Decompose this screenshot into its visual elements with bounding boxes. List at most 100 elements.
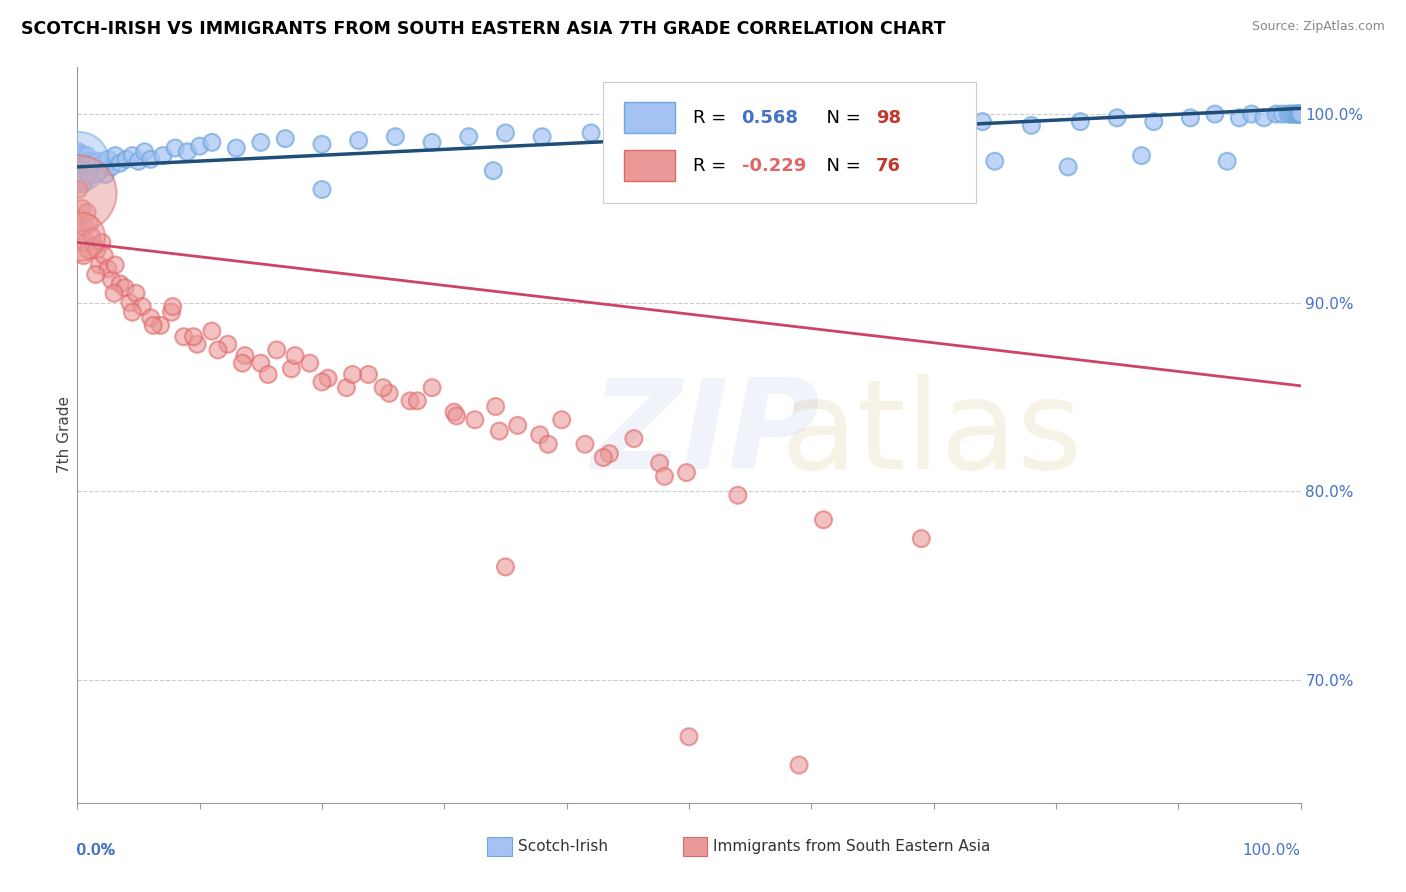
Point [233,349,256,363]
Point [1130,148,1153,162]
Point [70,153,93,167]
Point [67,154,90,169]
Point [250,136,273,150]
Point [529,428,551,442]
Point [727,488,749,502]
Point [89,258,111,272]
Point [142,318,165,333]
Point [592,450,614,465]
Point [495,560,517,574]
Text: 0.568: 0.568 [741,109,799,127]
Text: Scotch-Irish: Scotch-Irish [517,839,607,855]
Point [1057,160,1080,174]
Point [1277,107,1299,121]
Point [813,513,835,527]
Point [84,268,107,282]
Text: 0.0%: 0.0% [77,843,117,858]
Point [79,154,101,169]
Point [420,381,443,395]
Point [94,168,117,182]
Point [72,148,94,162]
Point [1021,119,1043,133]
Point [90,235,112,250]
Text: N =: N = [815,109,866,127]
Point [73,168,96,182]
Point [69,158,91,172]
Point [628,122,651,136]
Point [1240,107,1263,121]
Point [824,120,846,135]
Point [67,168,90,182]
Point [118,295,141,310]
Point [506,418,529,433]
Point [72,161,94,176]
Point [80,229,103,244]
Point [1107,111,1129,125]
FancyBboxPatch shape [486,838,512,855]
Text: -0.229: -0.229 [741,157,806,175]
Point [69,148,91,162]
Point [183,330,205,344]
Point [1285,107,1308,121]
Point [280,361,302,376]
Point [342,368,364,382]
Point [127,154,149,169]
Point [678,126,700,140]
Text: 76: 76 [876,157,901,175]
Point [75,158,97,172]
Point [115,153,138,167]
Point [727,120,749,135]
Point [108,277,131,291]
Point [406,393,429,408]
Point [79,217,101,231]
Point [83,239,105,253]
Point [488,424,510,438]
Point [160,305,183,319]
Point [443,405,465,419]
Point [70,171,93,186]
Point [1285,107,1308,121]
Y-axis label: 7th Grade: 7th Grade [56,396,72,474]
Point [97,153,120,167]
FancyBboxPatch shape [624,150,675,181]
Point [77,165,100,179]
Point [787,758,810,772]
Point [97,261,120,276]
Point [207,343,229,357]
Point [67,160,90,174]
Point [70,165,93,179]
Point [873,116,896,130]
Point [250,356,273,370]
Point [201,136,224,150]
Point [93,249,115,263]
Point [121,305,143,319]
Point [485,400,508,414]
Point [274,131,297,145]
Text: R =: R = [693,109,731,127]
Text: R =: R = [693,157,731,175]
Point [311,375,333,389]
Point [457,129,479,144]
Point [69,169,91,184]
Point [886,163,908,178]
Text: N =: N = [815,157,866,175]
Point [173,330,195,344]
Point [446,409,468,423]
Point [70,202,93,216]
Point [357,368,380,382]
Point [75,235,97,250]
Text: Immigrants from South Eastern Asia: Immigrants from South Eastern Asia [713,839,991,855]
Point [69,211,91,225]
Point [67,145,90,159]
Point [1265,107,1288,121]
Point [100,160,122,174]
Point [800,160,823,174]
Point [84,160,107,174]
Point [702,168,724,182]
Point [162,300,184,314]
Point [654,469,676,483]
Point [598,447,620,461]
Point [108,156,131,170]
Point [73,220,96,235]
Point [623,432,645,446]
